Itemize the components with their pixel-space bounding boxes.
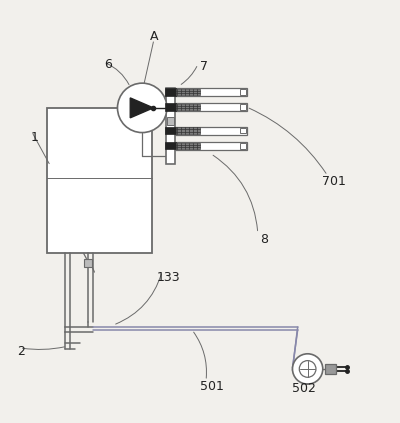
Bar xyxy=(165,104,176,111)
Circle shape xyxy=(292,354,323,384)
Text: 1: 1 xyxy=(31,131,38,144)
Text: 133: 133 xyxy=(156,271,180,284)
Bar xyxy=(165,88,176,96)
Circle shape xyxy=(118,83,167,132)
Bar xyxy=(240,89,246,95)
Bar xyxy=(175,126,247,135)
Bar xyxy=(240,128,246,133)
Text: 6: 6 xyxy=(104,58,112,71)
Text: 8: 8 xyxy=(260,233,268,246)
Bar xyxy=(165,142,176,149)
Bar xyxy=(165,127,176,134)
Text: A: A xyxy=(150,30,158,43)
Bar xyxy=(175,103,247,111)
Text: 501: 501 xyxy=(200,380,224,393)
Text: 502: 502 xyxy=(292,382,316,396)
Text: 2: 2 xyxy=(17,345,24,358)
Bar xyxy=(167,117,174,125)
Bar xyxy=(176,104,200,110)
Bar xyxy=(175,88,247,96)
Bar xyxy=(166,88,175,164)
Bar xyxy=(84,258,92,267)
Bar xyxy=(325,364,336,374)
Bar xyxy=(176,143,200,149)
Polygon shape xyxy=(130,98,153,118)
Bar xyxy=(240,104,246,110)
Bar xyxy=(175,142,247,150)
Text: 701: 701 xyxy=(322,175,346,188)
Bar xyxy=(176,89,200,95)
Bar xyxy=(176,127,200,134)
Bar xyxy=(240,143,246,148)
Bar xyxy=(46,108,152,253)
Text: 7: 7 xyxy=(200,60,208,72)
